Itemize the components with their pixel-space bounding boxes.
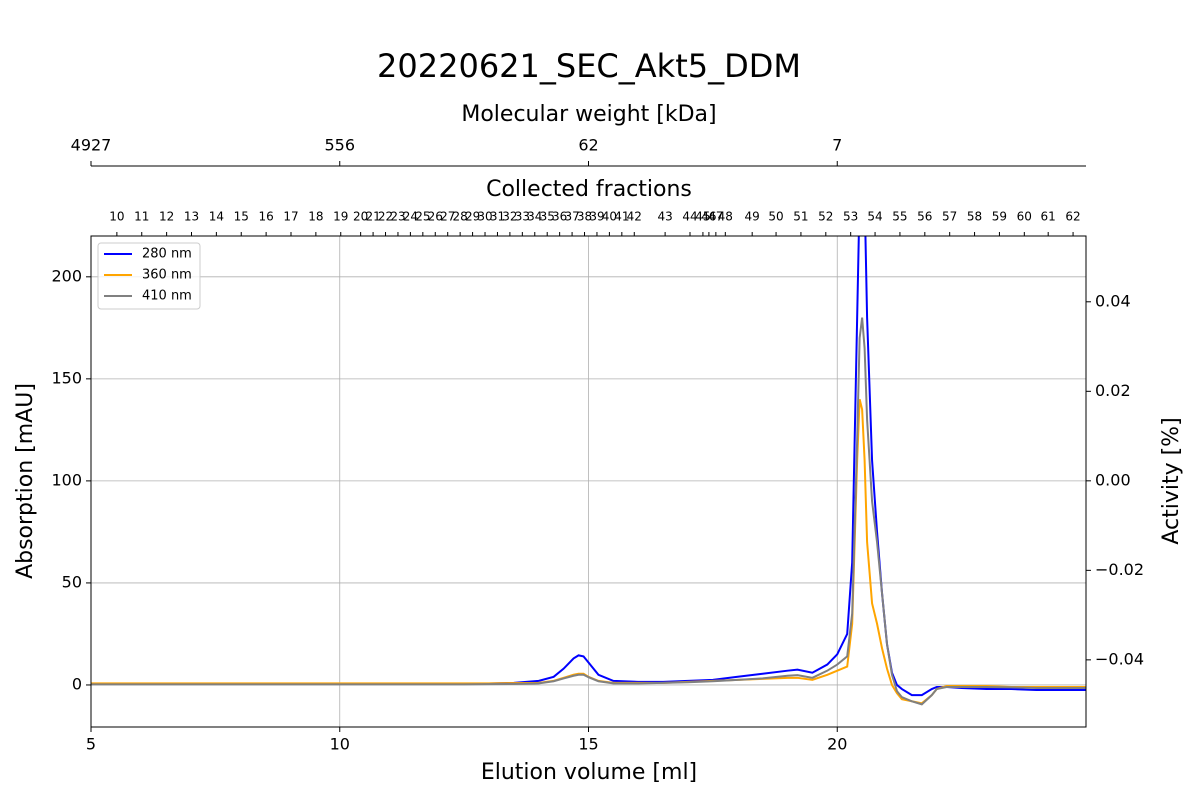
y2-axis-title: Activity [%] xyxy=(1159,417,1184,544)
fraction-tick-label: 22 xyxy=(378,210,393,224)
y-tick-label: 150 xyxy=(51,368,82,387)
fraction-tick-label: 25 xyxy=(415,210,430,224)
x-tick-label: 5 xyxy=(86,735,96,754)
fraction-tick-label: 19 xyxy=(333,210,348,224)
legend-label: 280 nm xyxy=(142,247,192,262)
fraction-tick-label: 38 xyxy=(577,210,592,224)
y-axis-title: Absorption [mAU] xyxy=(13,383,38,579)
top-tick-label: 62 xyxy=(578,136,598,155)
fraction-tick-label: 26 xyxy=(428,210,443,224)
y-tick-label: 50 xyxy=(62,572,82,591)
fraction-tick-label: 36 xyxy=(552,210,567,224)
fraction-tick-label: 27 xyxy=(440,210,455,224)
fraction-tick-label: 43 xyxy=(657,210,672,224)
y2-tick-label: −0.04 xyxy=(1095,649,1144,668)
fraction-tick-label: 47 xyxy=(708,210,723,224)
top-tick-label: 556 xyxy=(324,136,355,155)
legend-label: 360 nm xyxy=(142,268,192,283)
fraction-tick-label: 31 xyxy=(490,210,505,224)
fraction-tick-label: 12 xyxy=(159,210,174,224)
plot-frame xyxy=(90,235,1087,728)
y-tick-label: 200 xyxy=(51,266,82,285)
fraction-tick-label: 33 xyxy=(515,210,530,224)
x-tick-label: 15 xyxy=(578,735,598,754)
fraction-tick-label: 29 xyxy=(465,210,480,224)
fraction-tick-label: 46 xyxy=(701,210,716,224)
fraction-tick-label: 32 xyxy=(502,210,517,224)
fraction-tick-label: 44 xyxy=(682,210,697,224)
fraction-tick-label: 56 xyxy=(917,210,932,224)
y2-tick-label: 0.02 xyxy=(1095,381,1131,400)
fraction-tick-label: 30 xyxy=(477,210,492,224)
fraction-tick-label: 10 xyxy=(109,210,124,224)
fraction-tick-label: 15 xyxy=(234,210,249,224)
top-tick-label: 4927 xyxy=(71,136,112,155)
fraction-tick-label: 59 xyxy=(992,210,1007,224)
fraction-tick-label: 28 xyxy=(453,210,468,224)
fraction-tick-label: 24 xyxy=(403,210,418,224)
fraction-tick-label: 23 xyxy=(390,210,405,224)
fraction-tick-label: 18 xyxy=(308,210,323,224)
fraction-tick-label: 62 xyxy=(1065,210,1080,224)
fraction-tick-label: 16 xyxy=(258,210,273,224)
fraction-tick-label: 42 xyxy=(627,210,642,224)
fraction-tick-label: 34 xyxy=(527,210,542,224)
top-axis-title: Molecular weight [kDa] xyxy=(461,102,716,127)
legend-box xyxy=(97,242,201,310)
fraction-axis-title: Collected fractions xyxy=(486,177,692,202)
fraction-tick-label: 40 xyxy=(602,210,617,224)
fraction-tick-label: 55 xyxy=(892,210,907,224)
data-line xyxy=(91,317,1086,706)
fraction-tick-label: 53 xyxy=(843,210,858,224)
y-tick-label: 0 xyxy=(72,674,82,693)
y2-tick-label: 0.00 xyxy=(1095,470,1131,489)
top-tick-label: 7 xyxy=(832,136,842,155)
fraction-tick-label: 54 xyxy=(867,210,882,224)
x-tick-label: 10 xyxy=(330,735,350,754)
fraction-tick-label: 60 xyxy=(1017,210,1032,224)
fraction-tick-label: 45 xyxy=(695,210,710,224)
fraction-tick-label: 21 xyxy=(365,210,380,224)
fraction-tick-label: 52 xyxy=(818,210,833,224)
fraction-tick-label: 37 xyxy=(564,210,579,224)
fraction-tick-label: 39 xyxy=(589,210,604,224)
fraction-tick-label: 50 xyxy=(768,210,783,224)
fraction-tick-label: 61 xyxy=(1041,210,1056,224)
legend-label: 410 nm xyxy=(142,289,192,304)
fraction-tick-label: 48 xyxy=(718,210,733,224)
fraction-tick-label: 58 xyxy=(967,210,982,224)
y2-tick-label: 0.04 xyxy=(1095,291,1131,310)
fraction-tick-label: 17 xyxy=(283,210,298,224)
fraction-tick-label: 57 xyxy=(942,210,957,224)
x-tick-label: 20 xyxy=(827,735,847,754)
fraction-tick-label: 41 xyxy=(614,210,629,224)
y-tick-label: 100 xyxy=(51,470,82,489)
fraction-tick-label: 51 xyxy=(793,210,808,224)
chart-title: 20220621_SEC_Akt5_DDM xyxy=(377,47,801,85)
fraction-tick-label: 35 xyxy=(540,210,555,224)
fraction-tick-label: 20 xyxy=(353,210,368,224)
series-group xyxy=(91,236,1086,706)
fraction-tick-label: 11 xyxy=(134,210,149,224)
fraction-tick-label: 14 xyxy=(209,210,224,224)
fraction-tick-label: 49 xyxy=(745,210,760,224)
x-axis-title: Elution volume [ml] xyxy=(481,760,697,785)
y2-tick-label: −0.02 xyxy=(1095,560,1144,579)
fraction-tick-label: 13 xyxy=(184,210,199,224)
